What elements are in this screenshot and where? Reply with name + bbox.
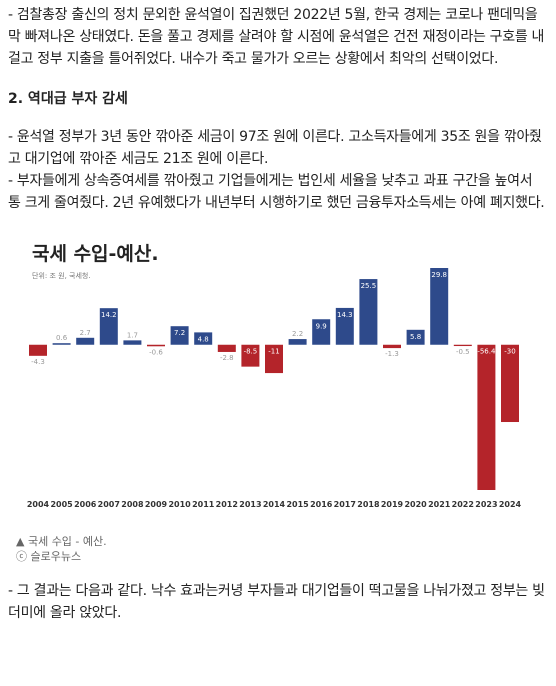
data-label: 29.8: [431, 271, 447, 279]
caption: ▲ 국세 수입 - 예산. ⓒ 슬로우뉴스 - 그 결과는 다음과 같다. 낙수…: [0, 534, 556, 624]
x-tick-label: 2007: [98, 500, 120, 509]
x-tick-label: 2024: [499, 500, 522, 509]
bar: [453, 344, 472, 347]
x-tick-label: 2013: [239, 500, 261, 509]
data-label: -30: [504, 348, 515, 356]
data-label: -56.4: [477, 348, 496, 356]
x-tick-label: 2023: [475, 500, 497, 509]
bar: [147, 344, 165, 347]
chart-subtitle: 단위: 조 원, 국세청.: [32, 271, 91, 280]
bar: [288, 339, 307, 345]
data-label: -11: [268, 348, 279, 356]
bar: [29, 344, 47, 356]
caption-line: ⓒ 슬로우뉴스: [16, 550, 82, 563]
data-label: 5.8: [410, 333, 421, 341]
x-tick-label: 2012: [216, 500, 238, 509]
bar: [265, 344, 283, 374]
bar: [477, 344, 496, 490]
bar: [241, 344, 260, 367]
bar: [406, 329, 425, 345]
data-label: 14.2: [101, 311, 117, 319]
x-tick-label: 2021: [428, 500, 451, 509]
caption-line: ▲ 국세 수입 - 예산.: [16, 535, 107, 548]
x-tick-label: 2022: [452, 500, 474, 509]
article: - 검찰총장 출신의 정치 문외한 윤석열이 집권했던 2022년 5월, 한국…: [0, 4, 556, 214]
bar: [217, 344, 236, 352]
x-tick-label: 2019: [381, 500, 404, 509]
x-tick-label: 2009: [145, 500, 168, 509]
bar: [52, 343, 71, 345]
data-label: 2.7: [80, 329, 91, 337]
data-label: -8.5: [244, 348, 258, 356]
chart-title: 국세 수입-예산.: [32, 243, 159, 265]
data-label: 2.2: [292, 330, 303, 338]
x-tick-label: 2005: [50, 500, 73, 509]
chart: 국세 수입-예산. 단위: 조 원, 국세청. -4.320040.620052…: [27, 243, 522, 509]
bar: [430, 268, 449, 345]
bar: [359, 279, 378, 345]
bar: [123, 340, 142, 345]
data-label: -2.8: [220, 354, 234, 362]
x-tick-label: 2020: [404, 500, 427, 509]
data-label: 0.6: [56, 334, 68, 342]
x-tick-label: 2016: [310, 500, 333, 509]
x-tick-label: 2017: [334, 500, 356, 509]
point: - 부자들에게 상속증여세를 깎아줬고 기업들에게는 법인세 세율을 낮추고 과…: [8, 173, 545, 211]
bar: [194, 332, 213, 345]
bar: [170, 326, 189, 345]
data-label: 4.8: [198, 335, 209, 343]
intro: - 검찰총장 출신의 정치 문외한 윤석열이 집권했던 2022년 5월, 한국…: [8, 7, 545, 67]
x-tick-label: 2010: [168, 500, 191, 509]
data-label: -0.5: [456, 348, 470, 356]
bar: [335, 307, 354, 345]
x-tick-label: 2015: [286, 500, 309, 509]
x-tick-label: 2008: [121, 500, 144, 509]
data-label: 7.2: [174, 329, 185, 337]
data-label: -1.3: [385, 350, 399, 358]
data-label: 9.9: [316, 322, 327, 330]
data-label: 1.7: [127, 331, 138, 339]
data-label: 25.5: [361, 282, 377, 290]
bar: [501, 344, 519, 423]
conclusion: - 그 결과는 다음과 같다. 낙수 효과는커녕 부자들과 대기업들이 떡고물을…: [8, 583, 545, 621]
x-tick-label: 2014: [263, 500, 286, 509]
point: - 윤석열 정부가 3년 동안 깎아준 세금이 97조 원에 이른다. 고소득자…: [8, 129, 542, 167]
data-label: -0.6: [149, 348, 163, 356]
bar: [76, 337, 95, 345]
x-tick-label: 2004: [27, 500, 50, 509]
bar: [383, 344, 401, 349]
data-label: -4.3: [31, 358, 45, 366]
x-tick-label: 2006: [74, 500, 97, 509]
page: - 검찰총장 출신의 정치 문외한 윤석열이 집권했던 2022년 5월, 한국…: [0, 4, 556, 686]
x-tick-label: 2018: [357, 500, 380, 509]
x-tick-label: 2011: [192, 500, 215, 509]
bar: [312, 319, 331, 345]
data-label: 14.3: [337, 311, 353, 319]
bar: [99, 308, 118, 345]
heading: 2. 역대급 부자 감세: [8, 91, 128, 107]
